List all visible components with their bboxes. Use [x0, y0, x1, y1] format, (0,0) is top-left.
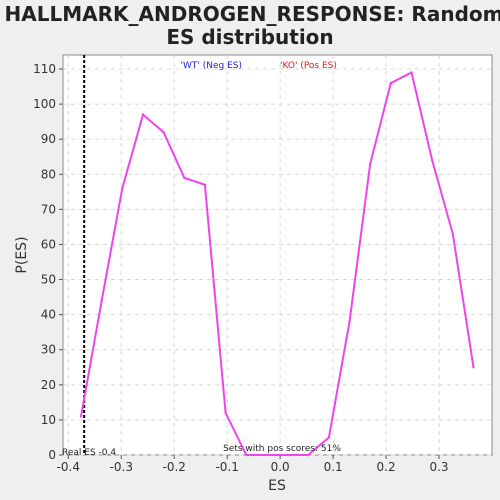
axis-ticks: -0.4 -0.3 -0.2 -0.1 0.0 0.1 0.2 0.3 0 10 20 30 40 50 6… — [33, 62, 448, 474]
x-tick-label: 0.0 — [271, 460, 290, 474]
x-tick-label: 0.1 — [324, 460, 343, 474]
series-point — [245, 453, 248, 457]
y-tick-label: 30 — [41, 343, 56, 357]
series-point — [451, 232, 455, 236]
y-tick-label: 0 — [48, 448, 56, 462]
grid-lines — [63, 55, 492, 456]
series-point — [286, 453, 289, 457]
series-point — [183, 176, 186, 180]
series-points — [79, 71, 475, 457]
series-point — [327, 436, 331, 439]
series-point — [203, 183, 207, 187]
y-tick-label: 100 — [33, 97, 56, 111]
series-point — [389, 81, 393, 85]
y-tick-label: 60 — [41, 237, 56, 251]
y-tick-label: 10 — [41, 413, 56, 427]
x-tick-label: -0.4 — [57, 460, 80, 474]
x-tick-label: 0.3 — [429, 460, 448, 474]
x-tick-label: 0.2 — [377, 460, 396, 474]
series-point — [410, 71, 413, 74]
series-point — [368, 162, 372, 165]
x-tick-label: -0.3 — [110, 460, 133, 474]
series-point — [430, 159, 434, 162]
series-point — [472, 366, 475, 369]
y-tick-label: 20 — [41, 378, 56, 392]
chart-title-line-1: HALLMARK_ANDROGEN_RESPONSE: Random — [5, 2, 500, 26]
es-distribution-line — [80, 71, 475, 456]
series-point — [141, 113, 145, 116]
real-es-label: Real ES -0.4 — [62, 448, 116, 458]
y-tick-label: 90 — [41, 132, 56, 146]
y-tick-label: 110 — [33, 62, 56, 76]
pos-scores-annotation: Sets with pos scores: 51% — [223, 444, 341, 454]
x-tick-label: -0.1 — [215, 460, 238, 474]
y-tick-label: 50 — [41, 273, 56, 287]
x-axis-label: ES — [268, 478, 286, 494]
series-point — [224, 411, 227, 415]
plot-area — [62, 54, 493, 456]
series-point — [307, 453, 310, 457]
series-point — [265, 453, 269, 457]
x-tick-label: -0.2 — [163, 460, 186, 474]
series-point — [348, 320, 351, 323]
legend-pos: 'KO' (Pos ES) — [280, 61, 337, 71]
series-point — [162, 130, 165, 134]
series-point — [100, 299, 103, 302]
series-point — [79, 415, 83, 418]
y-axis-label: P(ES) — [14, 236, 30, 273]
y-tick-label: 70 — [41, 202, 56, 216]
y-tick-label: 80 — [41, 167, 56, 181]
y-tick-label: 40 — [41, 308, 56, 322]
legend-neg: 'WT' (Neg ES) — [181, 61, 242, 71]
series-point — [121, 187, 124, 190]
chart-title-line-2: ES distribution — [166, 25, 333, 49]
